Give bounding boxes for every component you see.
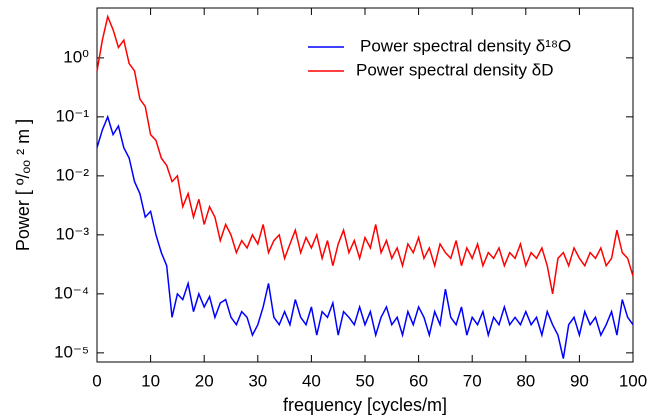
y-tick-label: 10⁻⁵ — [54, 342, 89, 361]
y-tick-label: 10⁻² — [55, 165, 89, 184]
y-tick-label: 10⁻⁴ — [54, 283, 89, 302]
x-tick-label: 60 — [409, 371, 428, 390]
x-tick-label: 30 — [248, 371, 267, 390]
y-tick-label: 10⁻¹ — [55, 106, 89, 125]
x-axis-label: frequency [cycles/m] — [283, 395, 447, 415]
x-tick-label: 0 — [92, 371, 101, 390]
x-tick-label: 80 — [516, 371, 535, 390]
x-tick-label: 70 — [463, 371, 482, 390]
legend-label: Power spectral density δD — [356, 60, 553, 79]
y-tick-label: 10⁰ — [63, 47, 89, 66]
x-tick-label: 90 — [570, 371, 589, 390]
series-line — [96, 114, 634, 359]
x-tick-label: 100 — [619, 371, 647, 390]
x-tick-label: 20 — [195, 371, 214, 390]
series-line — [96, 14, 634, 295]
x-tick-label: 50 — [356, 371, 375, 390]
legend-label: Power spectral density δ¹⁸O — [360, 36, 571, 55]
y-tick-label: 10⁻³ — [55, 224, 89, 243]
y-axis-label: Power [ º/ₒₒ ² m ] — [13, 119, 33, 251]
x-tick-label: 40 — [302, 371, 321, 390]
x-tick-label: 10 — [141, 371, 160, 390]
